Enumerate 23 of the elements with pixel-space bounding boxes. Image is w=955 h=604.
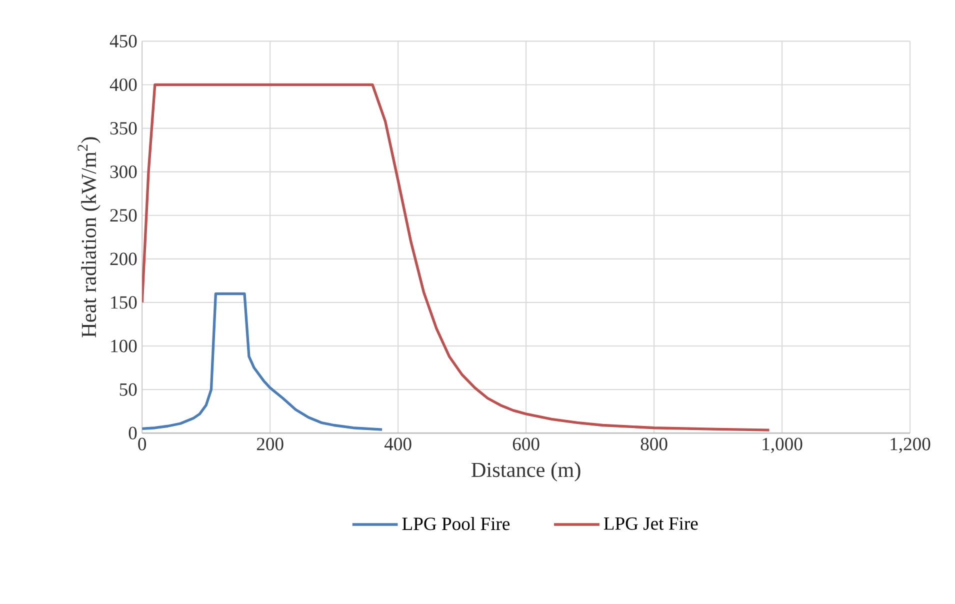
y-tick-label: 350: [110, 122, 137, 135]
y-tick-label: 50: [120, 383, 137, 396]
y-tick-label: 250: [110, 209, 137, 222]
x-axis-title: Distance (m): [471, 462, 580, 482]
y-tick-label: 150: [111, 296, 137, 309]
x-tick-label: 1,200: [890, 438, 930, 454]
line-series: [142, 292, 384, 431]
y-tick-label: 400: [110, 78, 137, 92]
line-series: [142, 83, 771, 432]
x-tick-label: 200: [256, 438, 284, 450]
y-tick-label: 450: [110, 34, 137, 48]
x-tick-label: 1,000: [762, 438, 802, 454]
x-tick-label: 800: [640, 438, 668, 450]
legend-label: LPG Pool Fire: [402, 517, 510, 530]
y-axis-title: Heat radiation (kW/m$^{2}$): [78, 137, 100, 338]
y-tick-label: 300: [110, 166, 137, 178]
x-tick-label: 600: [512, 438, 540, 450]
x-tick-label: 400: [384, 438, 412, 450]
y-tick-label: 0: [128, 426, 137, 440]
legend-label: LPG Jet Fire: [604, 517, 698, 530]
x-tick-label: 0: [138, 438, 146, 450]
y-tick-label: 100: [111, 340, 137, 352]
y-tick-label: 200: [110, 252, 137, 266]
